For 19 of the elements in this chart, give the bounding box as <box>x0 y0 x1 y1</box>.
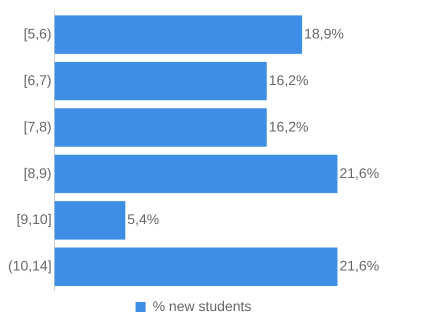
data-label: 5,4% <box>127 211 160 228</box>
data-label: 21,6% <box>339 164 380 181</box>
y-tick-label: [5,6) <box>24 25 52 42</box>
bar <box>54 201 126 240</box>
legend-label: % new students <box>152 298 252 314</box>
data-label: 16,2% <box>268 118 308 134</box>
y-tick-label: [9,10] <box>16 211 52 228</box>
data-label: 21,6% <box>339 258 380 274</box>
y-tick-label: [6,7) <box>24 72 52 88</box>
data-label: 18,9% <box>304 25 344 42</box>
y-tick-label: [8,9) <box>24 164 52 181</box>
bar <box>54 108 267 147</box>
bar <box>54 154 338 194</box>
data-label: 16,2% <box>268 72 308 88</box>
bar <box>54 62 267 100</box>
y-tick-label: [7,8) <box>24 118 52 134</box>
bar <box>54 248 338 286</box>
y-tick-label: (10,14] <box>8 258 52 274</box>
bar <box>54 15 302 54</box>
